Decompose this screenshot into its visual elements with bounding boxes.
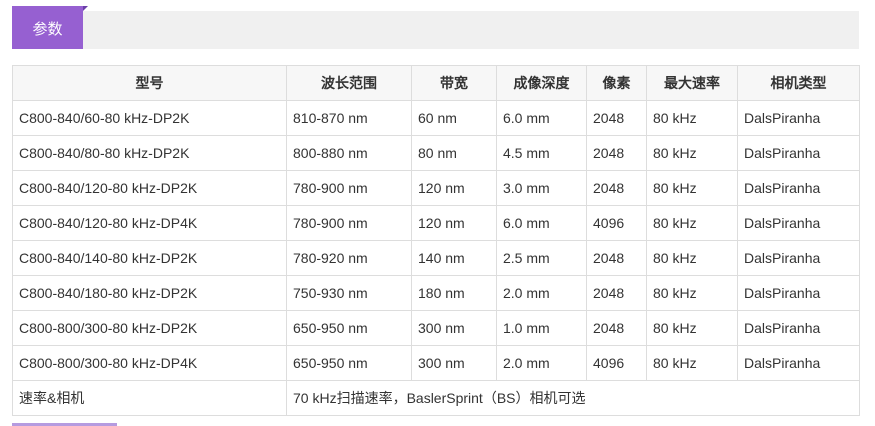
cell-camera: DalsPiranha bbox=[737, 100, 860, 136]
cell-camera: DalsPiranha bbox=[737, 345, 860, 381]
cell-model: C800-800/300-80 kHz-DP4K bbox=[12, 345, 287, 381]
table-row: C800-840/120-80 kHz-DP2K 780-900 nm 120 nm… bbox=[12, 170, 860, 206]
cell-wavelength: 780-920 nm bbox=[286, 240, 412, 276]
tab-parameters[interactable]: 参数 bbox=[12, 6, 88, 49]
cell-model: C800-840/80-80 kHz-DP2K bbox=[12, 135, 287, 171]
cell-camera: DalsPiranha bbox=[737, 135, 860, 171]
cell-max-rate: 80 kHz bbox=[646, 345, 738, 381]
table-row: C800-840/80-80 kHz-DP2K 800-880 nm 80 nm 4.… bbox=[12, 135, 860, 171]
cell-bandwidth: 300 nm bbox=[411, 345, 497, 381]
cell-pixels: 2048 bbox=[586, 135, 647, 171]
cell-pixels: 2048 bbox=[586, 100, 647, 136]
cell-model: C800-800/300-80 kHz-DP2K bbox=[12, 310, 287, 346]
cell-depth: 3.0 mm bbox=[496, 170, 587, 206]
cell-max-rate: 80 kHz bbox=[646, 135, 738, 171]
cell-depth: 1.0 mm bbox=[496, 310, 587, 346]
cell-wavelength: 810-870 nm bbox=[286, 100, 412, 136]
cell-depth: 4.5 mm bbox=[496, 135, 587, 171]
cell-max-rate: 80 kHz bbox=[646, 100, 738, 136]
cell-model: C800-840/120-80 kHz-DP4K bbox=[12, 205, 287, 241]
bottom-accent-line bbox=[12, 423, 117, 426]
cell-camera: DalsPiranha bbox=[737, 240, 860, 276]
cell-bandwidth: 120 nm bbox=[411, 170, 497, 206]
cell-model: C800-840/140-80 kHz-DP2K bbox=[12, 240, 287, 276]
cell-wavelength: 780-900 nm bbox=[286, 205, 412, 241]
cell-pixels: 2048 bbox=[586, 310, 647, 346]
footer-label: 速率&相机 bbox=[12, 380, 287, 416]
table-row: C800-840/180-80 kHz-DP2K 750-930 nm 180 nm… bbox=[12, 275, 860, 311]
parameters-table: 型号 波长范围 带宽 成像深度 像素 最大速率 相机类型 C800-840/60… bbox=[12, 65, 860, 416]
cell-depth: 6.0 mm bbox=[496, 205, 587, 241]
cell-wavelength: 650-950 nm bbox=[286, 310, 412, 346]
tab-bar: 参数 bbox=[12, 6, 859, 49]
cell-max-rate: 80 kHz bbox=[646, 170, 738, 206]
header-depth: 成像深度 bbox=[496, 65, 587, 101]
cell-bandwidth: 60 nm bbox=[411, 100, 497, 136]
cell-bandwidth: 140 nm bbox=[411, 240, 497, 276]
cell-bandwidth: 80 nm bbox=[411, 135, 497, 171]
table-row: C800-840/60-80 kHz-DP2K 810-870 nm 60 nm 6.… bbox=[12, 100, 860, 136]
cell-pixels: 2048 bbox=[586, 240, 647, 276]
cell-camera: DalsPiranha bbox=[737, 275, 860, 311]
table-header-row: 型号 波长范围 带宽 成像深度 像素 最大速率 相机类型 bbox=[12, 65, 860, 101]
header-max-rate: 最大速率 bbox=[646, 65, 738, 101]
cell-max-rate: 80 kHz bbox=[646, 275, 738, 311]
cell-bandwidth: 120 nm bbox=[411, 205, 497, 241]
cell-model: C800-840/180-80 kHz-DP2K bbox=[12, 275, 287, 311]
header-camera: 相机类型 bbox=[737, 65, 860, 101]
cell-pixels: 4096 bbox=[586, 205, 647, 241]
cell-depth: 6.0 mm bbox=[496, 100, 587, 136]
cell-depth: 2.0 mm bbox=[496, 275, 587, 311]
cell-model: C800-840/60-80 kHz-DP2K bbox=[12, 100, 287, 136]
cell-camera: DalsPiranha bbox=[737, 170, 860, 206]
header-wavelength: 波长范围 bbox=[286, 65, 412, 101]
table-row: C800-840/120-80 kHz-DP4K 780-900 nm 120 nm… bbox=[12, 205, 860, 241]
table-row: C800-800/300-80 kHz-DP2K 650-950 nm 300 nm… bbox=[12, 310, 860, 346]
cell-depth: 2.0 mm bbox=[496, 345, 587, 381]
cell-pixels: 4096 bbox=[586, 345, 647, 381]
cell-wavelength: 780-900 nm bbox=[286, 170, 412, 206]
cell-camera: DalsPiranha bbox=[737, 205, 860, 241]
footer-value: 70 kHz扫描速率，BaslerSprint（BS）相机可选 bbox=[286, 380, 860, 416]
cell-depth: 2.5 mm bbox=[496, 240, 587, 276]
header-bandwidth: 带宽 bbox=[411, 65, 497, 101]
cell-camera: DalsPiranha bbox=[737, 310, 860, 346]
cell-wavelength: 650-950 nm bbox=[286, 345, 412, 381]
cell-max-rate: 80 kHz bbox=[646, 240, 738, 276]
cell-wavelength: 800-880 nm bbox=[286, 135, 412, 171]
cell-model: C800-840/120-80 kHz-DP2K bbox=[12, 170, 287, 206]
header-pixels: 像素 bbox=[586, 65, 647, 101]
cell-pixels: 2048 bbox=[586, 170, 647, 206]
cell-wavelength: 750-930 nm bbox=[286, 275, 412, 311]
cell-max-rate: 80 kHz bbox=[646, 205, 738, 241]
table-footer-row: 速率&相机 70 kHz扫描速率，BaslerSprint（BS）相机可选 bbox=[12, 380, 860, 416]
header-model: 型号 bbox=[12, 65, 287, 101]
table-row: C800-800/300-80 kHz-DP4K 650-950 nm 300 nm… bbox=[12, 345, 860, 381]
cell-bandwidth: 300 nm bbox=[411, 310, 497, 346]
cell-max-rate: 80 kHz bbox=[646, 310, 738, 346]
table-row: C800-840/140-80 kHz-DP2K 780-920 nm 140 nm… bbox=[12, 240, 860, 276]
cell-pixels: 2048 bbox=[586, 275, 647, 311]
cell-bandwidth: 180 nm bbox=[411, 275, 497, 311]
